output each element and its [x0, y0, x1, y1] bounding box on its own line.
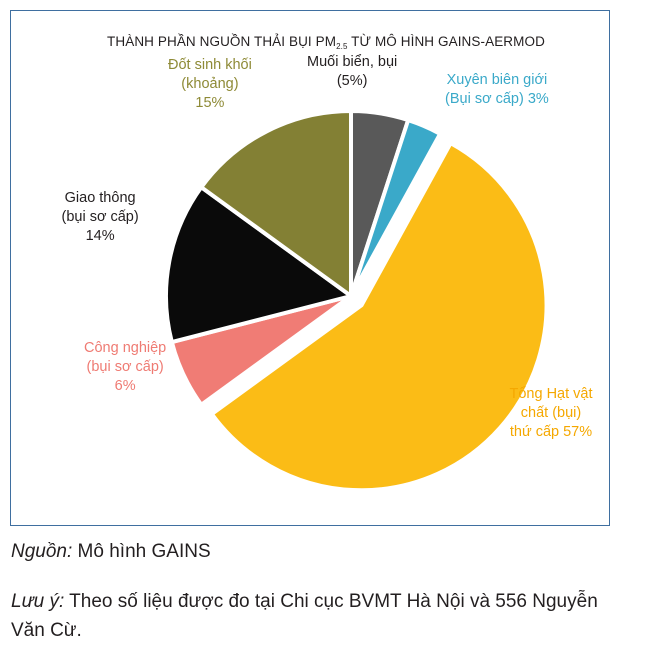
slice-label-line: (khoảng) — [181, 75, 239, 92]
slice-label-line: thứ cấp 57% — [509, 423, 593, 440]
slice-label-line: (bụi sơ cấp) — [86, 358, 164, 375]
slice-label-line: Muối biển, bụi — [307, 54, 398, 70]
pie-slice-xuyen — [349, 118, 443, 298]
source-label: Nguồn: — [11, 541, 73, 562]
slice-label-line: (Bụi sơ cấp) 3% — [445, 91, 549, 107]
note-text: Theo số liệu được đo tại Chi cục BVMT Hà… — [11, 591, 598, 641]
note-line: Lưu ý: Theo số liệu được đo tại Chi cục … — [11, 587, 631, 645]
slice-label-line: Giao thông — [64, 189, 136, 206]
slice-label-line: (5%) — [336, 73, 368, 89]
chart-frame — [10, 10, 610, 526]
slice-label-dot: Đốt sinh khối (khoảng) 15% — [168, 56, 252, 113]
pie-slice-tong — [209, 141, 549, 493]
chart-title-main: THÀNH PHẦN NGUỒN THẢI BỤI PM — [107, 34, 337, 49]
source-text: Mô hình GAINS — [72, 541, 211, 562]
pie-slice-dot — [199, 109, 353, 298]
source-line: Nguồn: Mô hình GAINS — [11, 541, 211, 563]
slice-label-giao: Giao thông (bụi sơ cấp) 14% — [62, 189, 139, 246]
note-label: Lưu ý: — [11, 591, 65, 612]
slice-label-muoi: Muối biển, bụi (5%) — [307, 53, 397, 91]
slice-label-cong: Công nghiệp (bụi sơ cấp) 6% — [84, 339, 166, 396]
slice-label-xuyen: Xuyên biên giới (Bụi sơ cấp) 3% — [445, 71, 549, 109]
slice-label-line: 15% — [195, 94, 225, 111]
slice-label-line: Xuyên biên giới — [446, 72, 548, 88]
slice-label-line: 6% — [114, 377, 136, 394]
slice-label-line: 14% — [85, 227, 115, 244]
slice-label-line: Công nghiệp — [84, 339, 167, 356]
slice-label-tong: Tổng Hạt vật chất (bụi) thứ cấp 57% — [510, 385, 593, 442]
slice-label-line: Tổng Hạt vật — [509, 385, 593, 402]
slice-label-line: (bụi sơ cấp) — [61, 208, 139, 225]
pie-slice-giao — [164, 185, 353, 345]
slice-label-line: chất (bụi) — [520, 404, 582, 421]
slice-label-line: Đốt sinh khối — [168, 56, 252, 73]
chart-title-subscript: 2.5 — [336, 42, 348, 51]
chart-title: THÀNH PHẦN NGUỒN THẢI BỤI PM2.5 TỪ MÔ HÌ… — [0, 34, 652, 51]
chart-title-tail: TỪ MÔ HÌNH GAINS-AERMOD — [347, 34, 545, 49]
